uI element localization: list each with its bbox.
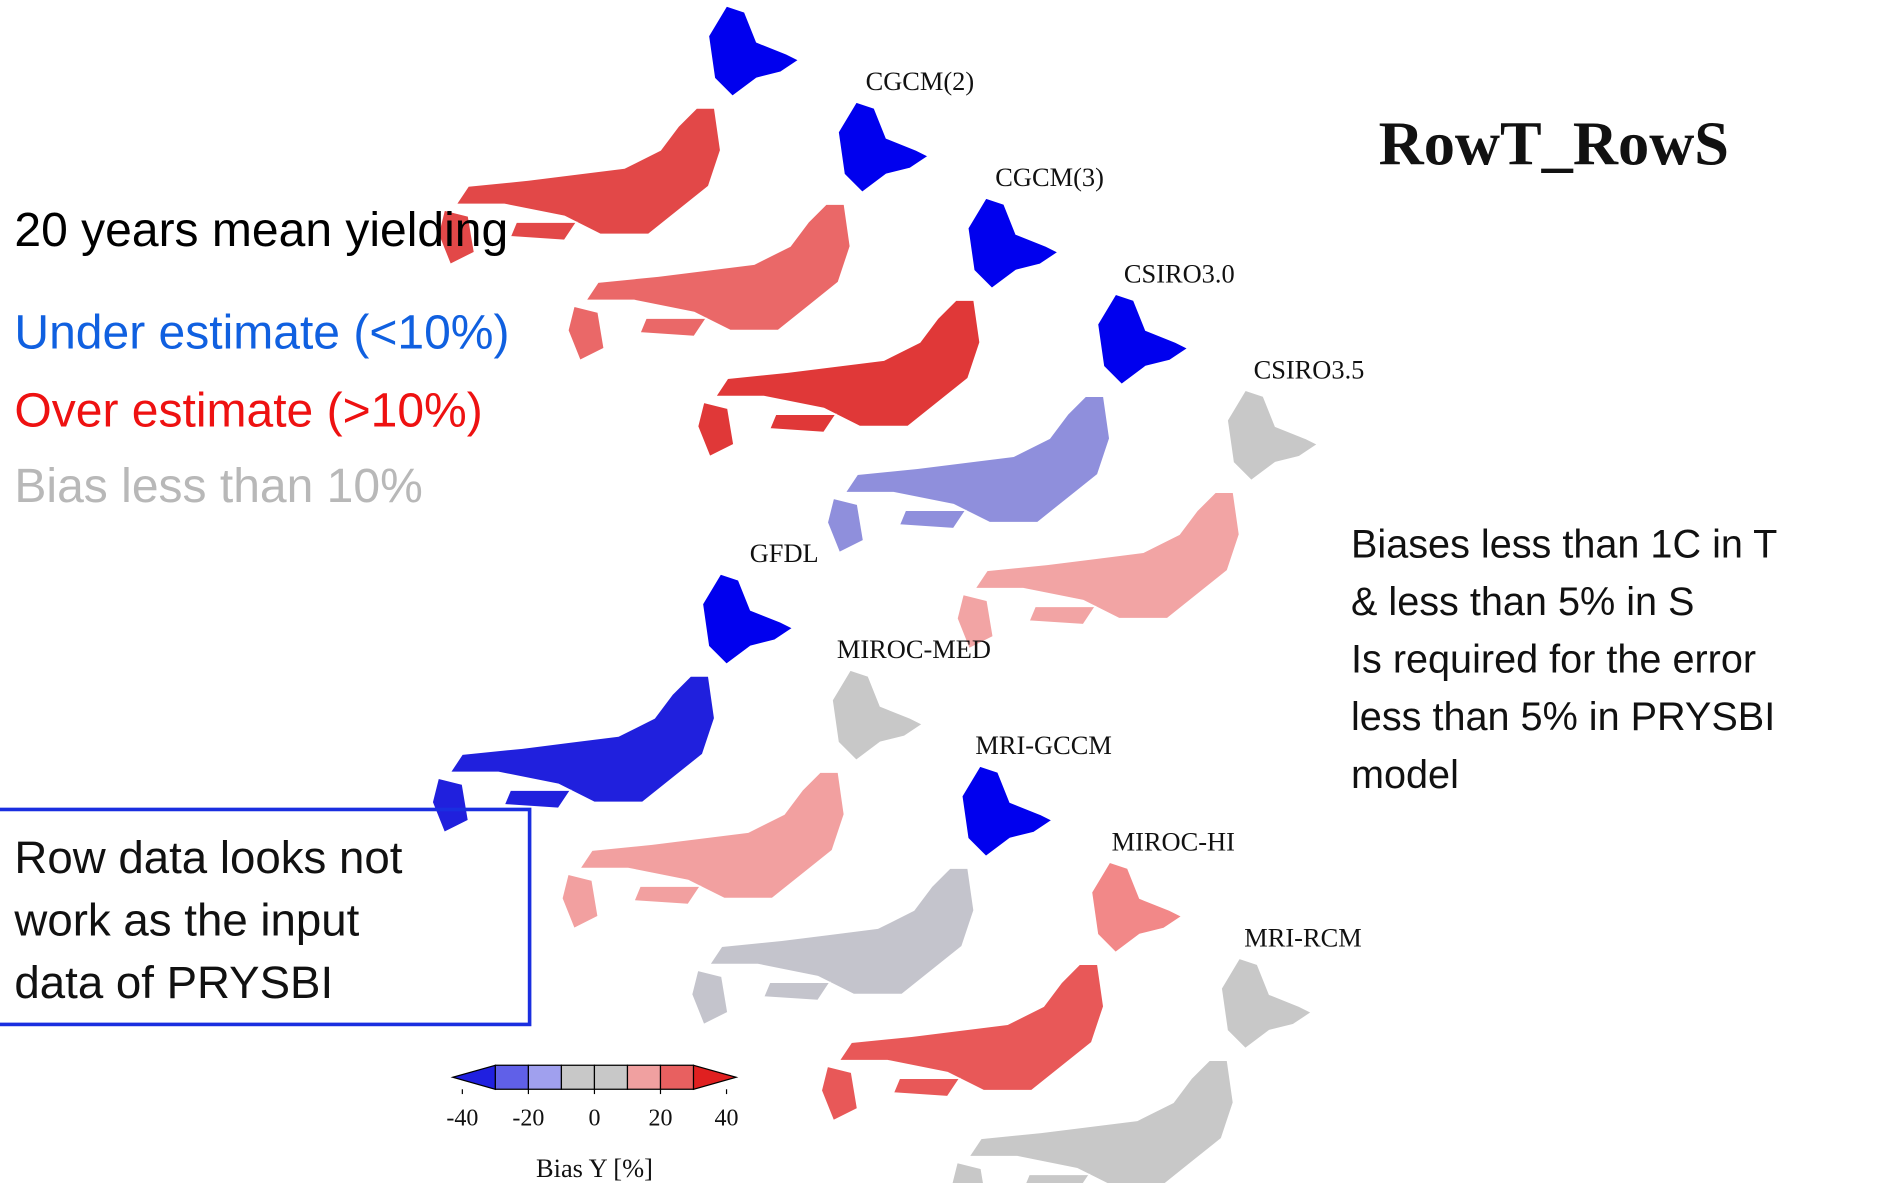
legend-over: Over estimate (>10%) [14, 384, 482, 437]
note-line: less than 5% in PRYSBI [1351, 695, 1775, 739]
colorbar-swatch [694, 1065, 737, 1089]
box-line: data of PRYSBI [14, 957, 333, 1008]
hokkaido [832, 670, 922, 760]
map-label: GFDL [750, 538, 819, 568]
japan-map: GFDL [432, 538, 818, 832]
note-line: model [1351, 753, 1459, 797]
colorbar-tick-label: 40 [715, 1105, 739, 1131]
colorbar-swatch [453, 1065, 496, 1089]
legend-heading: 20 years mean yielding [14, 204, 508, 257]
map-label: CGCM(3) [995, 162, 1104, 192]
note-line: Biases less than 1C in T [1351, 522, 1777, 566]
legend-under: Under estimate (<10%) [14, 306, 509, 359]
box-line: work as the input [13, 895, 359, 946]
note-line: Is required for the error [1351, 638, 1756, 682]
colorbar-tick-label: -40 [446, 1105, 478, 1131]
hokkaido [962, 766, 1052, 856]
colorbar-swatch [660, 1065, 693, 1089]
hokkaido [1092, 862, 1182, 952]
map-label: MIROC-HI [1112, 826, 1235, 856]
map-label: CSIRO3.0 [1124, 258, 1235, 288]
hokkaido [1227, 390, 1317, 480]
colorbar: -40 -20 0 20 40 Bias Y [%] [446, 1065, 738, 1183]
hokkaido [1098, 294, 1188, 384]
slide: CGCM(2) CGCM(3) CSIRO3.0 CSIRO3.5 GFDL MIROC-… [0, 0, 1883, 1183]
map-label: MRI-RCM [1244, 922, 1361, 952]
hokkaido [1221, 958, 1311, 1048]
hokkaido [703, 574, 793, 664]
colorbar-swatch [561, 1065, 594, 1089]
colorbar-tick-label: -20 [512, 1105, 544, 1131]
note-line: & less than 5% in S [1351, 580, 1694, 624]
map-label: CSIRO3.5 [1254, 354, 1365, 384]
colorbar-tick-label: 20 [648, 1105, 672, 1131]
hokkaido [968, 198, 1058, 288]
colorbar-swatch [627, 1065, 660, 1089]
map-label: MIROC-MED [837, 634, 991, 664]
hokkaido [838, 102, 928, 192]
maps: CGCM(2) CGCM(3) CSIRO3.0 CSIRO3.5 GFDL MIROC-… [432, 6, 1364, 1183]
colorbar-swatch [495, 1065, 528, 1089]
map-label: MRI-GCCM [975, 730, 1111, 760]
colorbar-label: Bias Y [%] [536, 1153, 653, 1183]
page: CGCM(2) CGCM(3) CSIRO3.0 CSIRO3.5 GFDL MIROC-… [0, 0, 1883, 1183]
colorbar-swatch [528, 1065, 561, 1089]
map-label: CGCM(2) [866, 66, 975, 96]
colorbar-tick-label: 0 [588, 1105, 600, 1131]
legend-neutral: Bias less than 10% [14, 460, 422, 513]
hokkaido [709, 6, 799, 96]
box-line: Row data looks not [14, 832, 402, 883]
colorbar-swatch [594, 1065, 627, 1089]
slide-title: RowT_RowS [1379, 109, 1729, 179]
